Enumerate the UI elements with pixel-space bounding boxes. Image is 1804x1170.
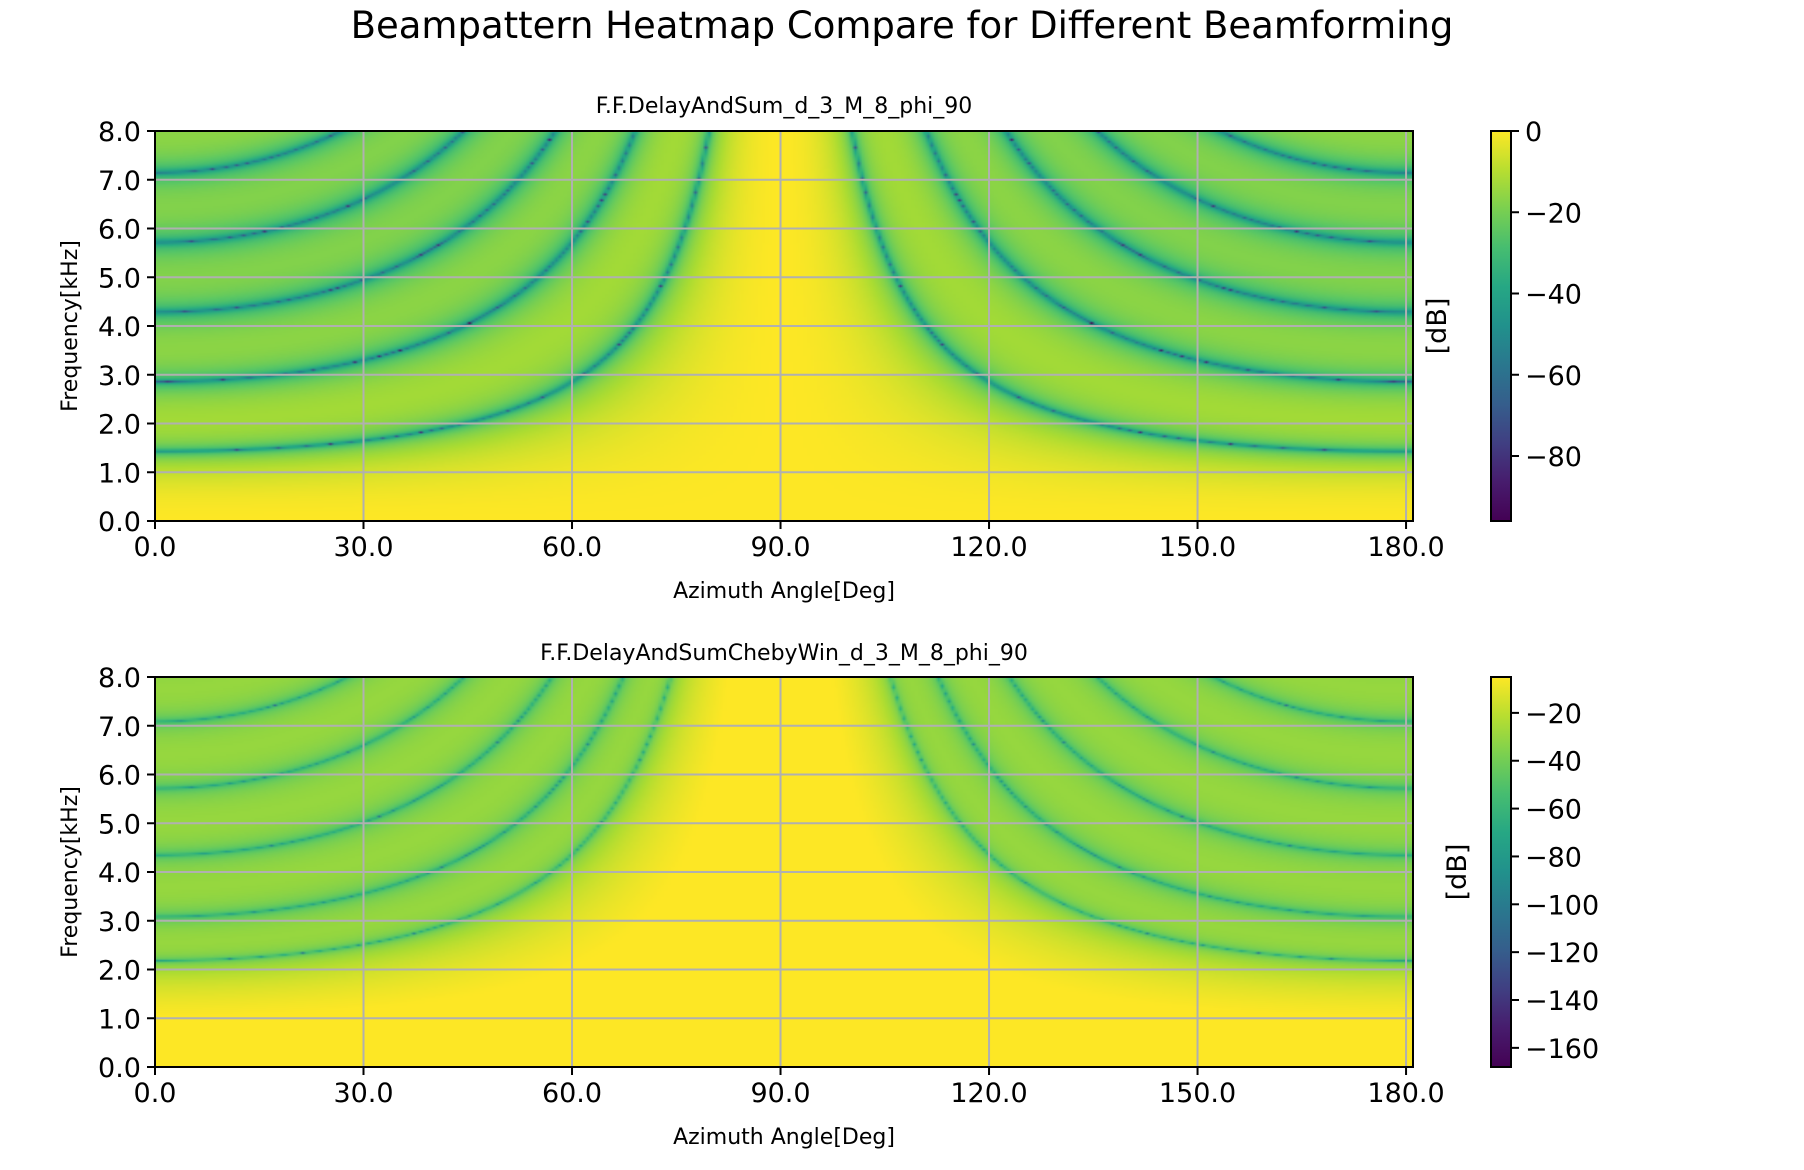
x-tick-label: 60.0	[542, 532, 602, 563]
y-axis-label: Frequency[kHz]	[58, 240, 83, 412]
x-tick-label: 180.0	[1367, 532, 1444, 563]
x-tick-label: 150.0	[1159, 1078, 1236, 1109]
colorbar-tick-label: −60	[1525, 361, 1582, 392]
heatmap-panel-1: 0.0 30.0 60.0 90.0 120.0 150.0 180.0 0.0 1.0 2.0 3…	[58, 94, 1582, 604]
colorbar-tick-label: 0	[1525, 117, 1542, 148]
y-tick-label: 6.0	[98, 761, 141, 792]
colorbar-label: [dB]	[1422, 298, 1453, 355]
y-tick-label: 5.0	[98, 263, 141, 294]
x-tick-label: 120.0	[950, 1078, 1027, 1109]
x-tick-label: 180.0	[1367, 1078, 1444, 1109]
y-axis-label: Frequency[kHz]	[58, 786, 83, 958]
x-axis-label: Azimuth Angle[Deg]	[673, 1125, 895, 1150]
colorbar-tick-label: −160	[1525, 1034, 1599, 1065]
y-tick-label: 2.0	[98, 956, 141, 987]
y-tick-label: 4.0	[98, 312, 141, 343]
figure-title: Beampattern Heatmap Compare for Differen…	[350, 4, 1454, 47]
colorbar-tick-label: −60	[1525, 795, 1582, 826]
x-tick-label: 90.0	[750, 1078, 810, 1109]
colorbar-tick-label: −140	[1525, 986, 1599, 1017]
y-tick-label: 4.0	[98, 858, 141, 889]
colorbar-tick-label: −40	[1525, 747, 1582, 778]
colorbar-tick-label: −80	[1525, 442, 1582, 473]
y-tick-label: 8.0	[98, 663, 141, 694]
y-tick-label: 7.0	[98, 712, 141, 743]
heatmap-panel-2: 0.0 30.0 60.0 90.0 120.0 150.0 180.0 0.0 1.0 2.0 3…	[58, 641, 1599, 1150]
x-tick-label: 30.0	[333, 532, 393, 563]
y-tick-label: 5.0	[98, 809, 141, 840]
y-tick-label: 3.0	[98, 361, 141, 392]
y-tick-label: 3.0	[98, 907, 141, 938]
y-tick-label: 0.0	[98, 1053, 141, 1084]
subplot-title: F.F.DelayAndSumChebyWin_d_3_M_8_phi_90	[540, 641, 1028, 666]
y-tick-label: 7.0	[98, 166, 141, 197]
y-tick-label: 0.0	[98, 507, 141, 538]
colorbar-tick-label: −80	[1525, 842, 1582, 873]
x-tick-label: 90.0	[750, 532, 810, 563]
colorbar-tick-label: −20	[1525, 198, 1582, 229]
colorbar-tick-label: −20	[1525, 699, 1582, 730]
y-tick-label: 8.0	[98, 117, 141, 148]
y-tick-label: 1.0	[98, 458, 141, 489]
y-tick-label: 2.0	[98, 410, 141, 441]
colorbar-label: [dB]	[1442, 844, 1473, 901]
colorbar	[1490, 130, 1512, 522]
x-tick-label: 30.0	[333, 1078, 393, 1109]
x-tick-label: 0.0	[134, 532, 177, 563]
colorbar-tick-label: −40	[1525, 280, 1582, 311]
x-axis-label: Azimuth Angle[Deg]	[673, 579, 895, 604]
x-tick-label: 120.0	[950, 532, 1027, 563]
colorbar	[1490, 676, 1512, 1068]
x-tick-label: 60.0	[542, 1078, 602, 1109]
y-tick-label: 6.0	[98, 215, 141, 246]
colorbar-tick-label: −100	[1525, 890, 1599, 921]
subplot-title: F.F.DelayAndSum_d_3_M_8_phi_90	[596, 94, 973, 119]
x-tick-label: 0.0	[134, 1078, 177, 1109]
colorbar-tick-label: −120	[1525, 938, 1599, 969]
x-tick-label: 150.0	[1159, 532, 1236, 563]
y-tick-label: 1.0	[98, 1004, 141, 1035]
